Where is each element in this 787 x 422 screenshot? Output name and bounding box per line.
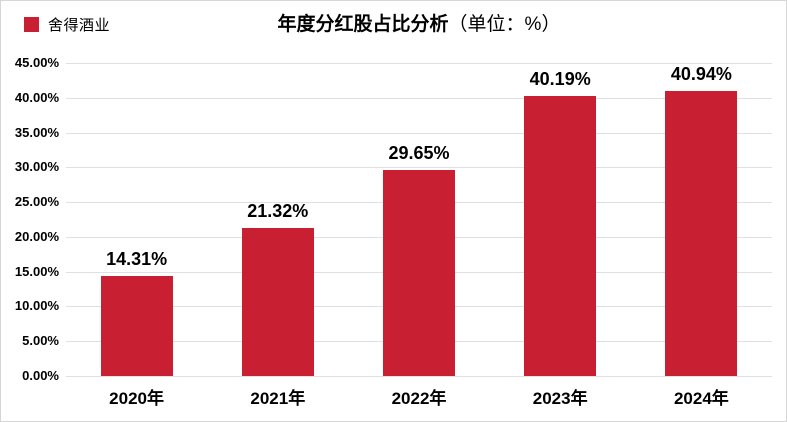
gridline <box>66 97 772 99</box>
x-axis-tick-label: 2020年 <box>109 389 164 408</box>
bar-2024年 <box>665 91 738 376</box>
y-axis-tick-label: 45.00% <box>14 55 59 70</box>
x-axis-tick-label: 2022年 <box>391 389 447 408</box>
y-axis-tick-label: 0.00% <box>22 368 59 383</box>
value-label: 14.31% <box>106 249 168 270</box>
bar-2023年 <box>524 96 597 376</box>
gridline <box>66 376 772 377</box>
gridline <box>66 132 772 134</box>
y-axis-tick-label: 15.00% <box>14 263 59 279</box>
legend-label: 舍得酒业 <box>48 17 111 34</box>
bar-2020年 <box>100 276 173 376</box>
gridline <box>66 63 772 64</box>
y-axis-tick-label: 40.00% <box>14 89 59 105</box>
y-axis-tick-label: 5.00% <box>22 333 59 349</box>
chart-title-unit: （单位：%） <box>448 14 561 35</box>
bar-2022年 <box>383 169 455 376</box>
y-axis-tick-label: 25.00% <box>14 194 59 210</box>
chart-title-text: 年度分红股占比分析 <box>277 14 449 35</box>
y-axis-tick-label: 20.00% <box>14 228 59 244</box>
y-axis-tick-label: 10.00% <box>14 298 59 314</box>
x-axis-tick-label: 2023年 <box>532 389 588 408</box>
bar-2021年 <box>241 227 314 376</box>
gridline <box>66 167 772 169</box>
y-axis-tick-label: 35.00% <box>14 124 59 140</box>
legend-swatch-icon <box>24 17 39 32</box>
value-label: 29.65% <box>388 142 450 163</box>
y-axis-tick-label: 30.00% <box>14 159 59 175</box>
x-axis-tick-label: 2021年 <box>250 389 306 408</box>
value-label: 40.19% <box>529 69 591 90</box>
value-label: 21.32% <box>247 200 309 221</box>
value-label: 40.94% <box>670 64 732 85</box>
legend: 舍得酒业 <box>24 14 110 35</box>
chart-title: 年度分红股占比分析（单位：%） <box>66 9 772 36</box>
x-axis-tick-label: 2024年 <box>673 389 729 408</box>
